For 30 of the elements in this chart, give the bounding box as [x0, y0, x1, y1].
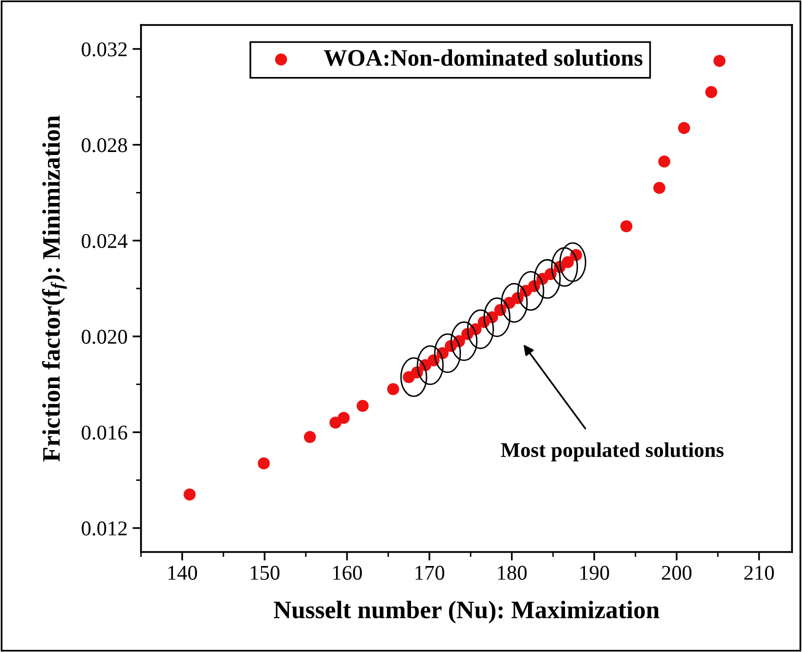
x-tick-label: 170: [416, 566, 444, 580]
point: [387, 383, 400, 396]
x-axis-title: Nusselt number (Nu): Maximization: [274, 600, 660, 624]
legend-label: WOA:Non-dominated solutions: [324, 49, 642, 66]
y-axis-title: Friction factor(f$_{f}$): Minimization: [42, 116, 67, 462]
point: [658, 156, 670, 168]
point: [304, 431, 316, 444]
y-tick-label: 0.032: [82, 42, 127, 56]
x-tick-label: 210: [744, 566, 774, 580]
y-tick-label: 0.028: [82, 138, 128, 152]
point: [258, 457, 270, 470]
annotation: Most populated solutions: [500, 442, 724, 462]
x-tick-label: 140: [168, 566, 198, 580]
point: [678, 122, 690, 134]
point: [184, 488, 196, 501]
y-tick-label: 0.024: [82, 234, 128, 248]
point: [356, 400, 369, 412]
point: [653, 182, 666, 194]
y-tick-label: 0.012: [82, 521, 127, 536]
x-tick-label: 180: [498, 566, 527, 580]
x-tick-label: 160: [333, 566, 362, 580]
x-tick-label: 150: [250, 566, 280, 580]
x-tick-label: 200: [662, 566, 692, 580]
y-tick-label: 0.020: [82, 330, 128, 344]
x-tick-label: 190: [580, 566, 610, 580]
point: [713, 54, 726, 67]
point: [620, 220, 632, 232]
y-tick-label: 0.016: [82, 426, 128, 440]
point: [338, 412, 350, 424]
point: [705, 86, 718, 98]
